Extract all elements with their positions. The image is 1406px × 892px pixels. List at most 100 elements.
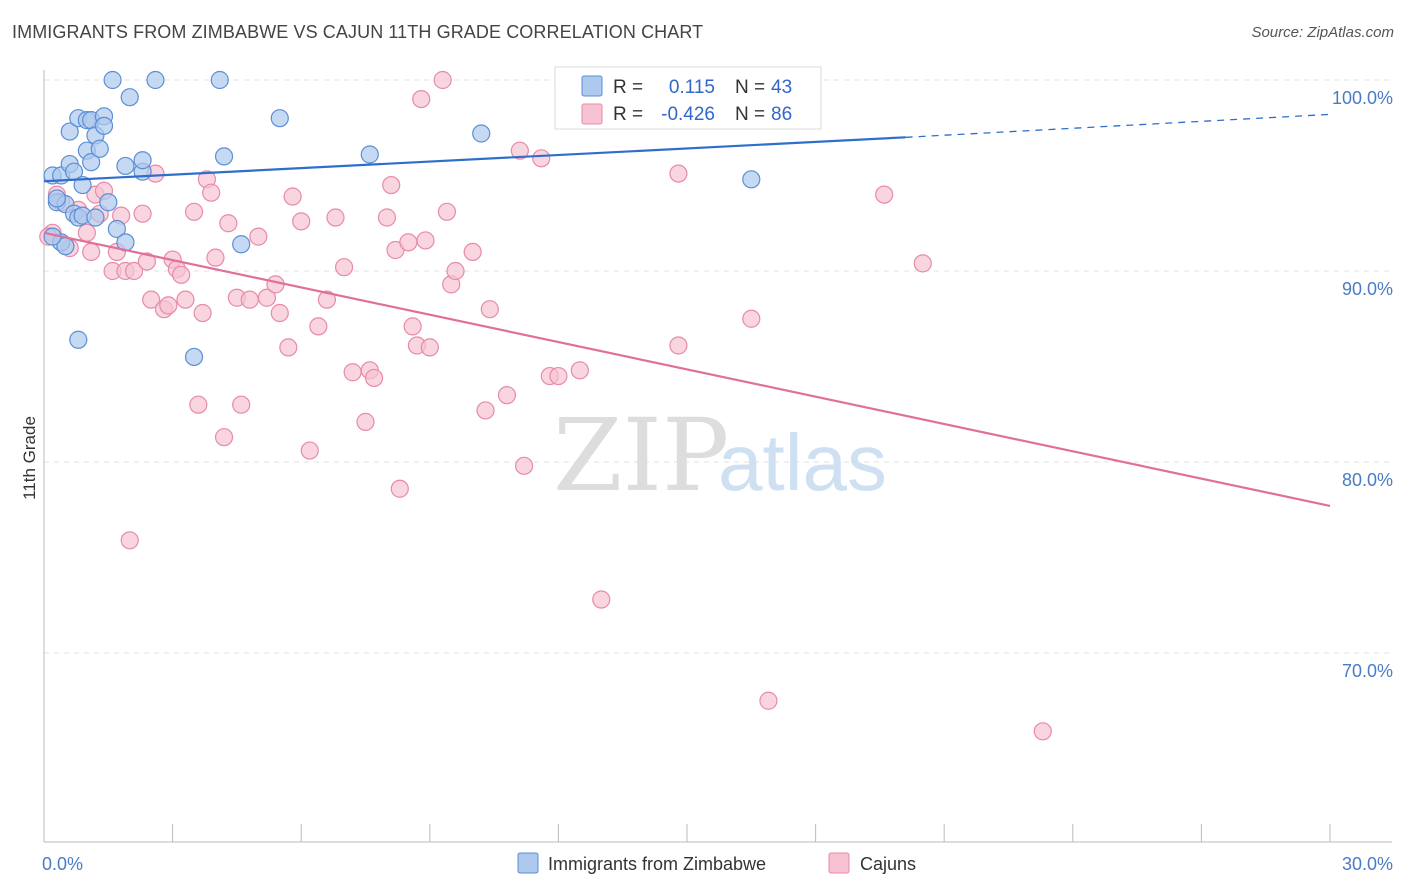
bottom-legend-label-cajuns: Cajuns — [860, 854, 916, 874]
point-cajuns-81 — [875, 185, 894, 204]
point-cajuns-30 — [206, 248, 225, 267]
legend-n-label-2: N = — [735, 104, 765, 125]
point-zimbabwe-16 — [82, 153, 101, 172]
chart-source: Source: ZipAtlas.com — [1251, 24, 1394, 41]
point-cajuns-74 — [549, 366, 568, 386]
point-cajuns-78 — [669, 336, 688, 355]
point-cajuns-26 — [189, 395, 208, 414]
x-tick-label-1: 30.0% — [1342, 854, 1393, 874]
watermark: ZIP atlas — [553, 397, 887, 514]
legend-r-label-1: R = — [613, 77, 643, 98]
point-cajuns-55 — [390, 479, 409, 498]
bottom-legend-swatch-cajuns — [828, 852, 850, 874]
legend-r-value-2: -0.426 — [661, 104, 715, 125]
point-zimbabwe-32 — [184, 347, 204, 367]
point-zimbabwe-39 — [742, 170, 761, 189]
point-cajuns-49 — [356, 412, 375, 431]
legend-r-value-1: 0.115 — [669, 77, 715, 98]
point-cajuns-24 — [176, 290, 195, 309]
point-cajuns-80 — [759, 691, 778, 710]
point-cajuns-5 — [77, 223, 96, 242]
watermark-atlas: atlas — [718, 418, 887, 507]
point-cajuns-27 — [193, 303, 212, 323]
x-tick-labels: 0.0% 30.0% — [42, 854, 1393, 874]
bottom-legend: Immigrants from Zimbabwe Cajuns — [517, 852, 916, 874]
point-zimbabwe-30 — [133, 151, 152, 170]
point-zimbabwe-24 — [103, 70, 122, 90]
point-cajuns-23 — [172, 265, 191, 284]
axes — [43, 70, 1392, 843]
point-cajuns-31 — [214, 428, 234, 447]
y-tick-labels: 100.0% 90.0% 80.0% 70.0% — [1332, 88, 1393, 681]
point-cajuns-46 — [326, 208, 345, 227]
x-tick-label-0: 0.0% — [42, 854, 83, 874]
point-cajuns-70 — [510, 141, 529, 160]
point-cajuns-65 — [446, 261, 465, 281]
chart-title: IMMIGRANTS FROM ZIMBABWE VS CAJUN 11TH G… — [12, 22, 704, 42]
point-cajuns-36 — [249, 227, 268, 246]
point-cajuns-53 — [382, 175, 401, 195]
point-zimbabwe-12 — [73, 175, 92, 195]
data-points — [39, 70, 1052, 741]
point-cajuns-48 — [343, 363, 362, 382]
point-zimbabwe-28 — [120, 88, 139, 107]
point-zimbabwe-6 — [60, 122, 79, 141]
point-zimbabwe-41 — [47, 189, 66, 208]
point-cajuns-59 — [412, 89, 431, 109]
y-tick-label-3: 70.0% — [1342, 661, 1393, 681]
point-cajuns-45 — [317, 290, 337, 309]
point-cajuns-40 — [279, 338, 298, 357]
legend-n-value-2: 86 — [771, 104, 792, 125]
point-cajuns-29 — [202, 183, 221, 202]
y-tick-label-2: 80.0% — [1342, 470, 1393, 490]
watermark-zip: ZIP — [553, 397, 729, 514]
point-zimbabwe-34 — [214, 147, 234, 166]
point-cajuns-56 — [399, 233, 418, 252]
point-cajuns-41 — [283, 187, 302, 206]
point-zimbabwe-38 — [472, 124, 491, 143]
legend-swatch-zimbabwe — [581, 75, 603, 97]
point-cajuns-68 — [480, 300, 499, 319]
point-cajuns-38 — [266, 275, 285, 294]
point-cajuns-83 — [1033, 722, 1052, 741]
bottom-legend-label-zimbabwe: Immigrants from Zimbabwe — [548, 854, 766, 874]
legend: R = 0.115 N = 43 R = -0.426 N = 86 — [554, 66, 822, 130]
trend-line-cajuns — [43, 231, 1331, 508]
point-cajuns-85 — [120, 531, 139, 550]
legend-n-value-1: 43 — [771, 77, 792, 98]
point-zimbabwe-35 — [232, 235, 251, 254]
point-cajuns-71 — [515, 456, 534, 475]
point-cajuns-20 — [159, 296, 178, 315]
trend-line-zimbabwe — [43, 136, 906, 183]
point-zimbabwe-19 — [86, 208, 105, 227]
point-cajuns-62 — [433, 70, 452, 90]
point-cajuns-63 — [437, 202, 457, 221]
bottom-legend-swatch-zimbabwe — [517, 852, 539, 874]
point-cajuns-60 — [416, 231, 435, 250]
point-zimbabwe-42 — [69, 330, 88, 349]
grid-lines — [44, 79, 1392, 654]
point-cajuns-15 — [133, 204, 152, 223]
point-cajuns-76 — [592, 590, 611, 609]
point-cajuns-43 — [300, 441, 319, 460]
point-cajuns-35 — [240, 290, 259, 309]
point-cajuns-61 — [420, 338, 439, 357]
point-zimbabwe-23 — [99, 193, 118, 212]
point-zimbabwe-20 — [90, 139, 109, 158]
point-zimbabwe-22 — [94, 116, 114, 135]
point-cajuns-52 — [377, 208, 397, 227]
point-cajuns-57 — [403, 317, 422, 336]
point-cajuns-66 — [463, 242, 482, 261]
point-cajuns-79 — [742, 309, 761, 328]
point-cajuns-82 — [913, 254, 932, 273]
point-zimbabwe-27 — [116, 156, 135, 176]
point-zimbabwe-33 — [210, 70, 229, 90]
point-cajuns-75 — [570, 361, 589, 380]
point-zimbabwe-37 — [360, 145, 379, 164]
point-cajuns-37 — [257, 288, 277, 307]
point-cajuns-14 — [124, 261, 144, 281]
legend-swatch-cajuns — [581, 103, 603, 125]
point-cajuns-51 — [364, 368, 384, 388]
point-cajuns-77 — [669, 164, 688, 183]
